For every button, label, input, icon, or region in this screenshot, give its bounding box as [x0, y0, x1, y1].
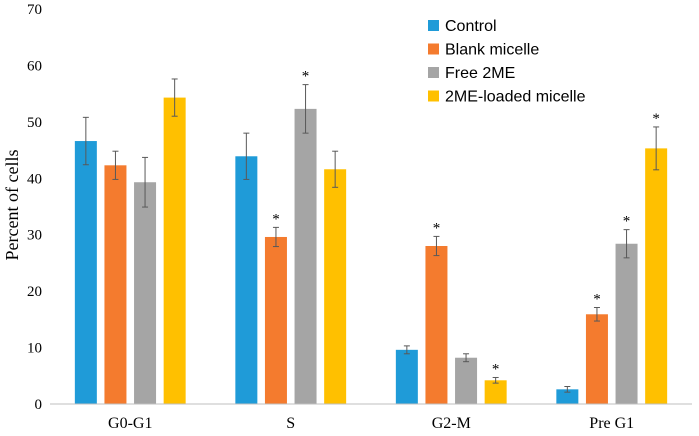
bar-blank-micelle-g2-m	[425, 246, 448, 404]
significance-star: *	[623, 214, 631, 230]
y-tick-label: 40	[27, 171, 42, 187]
bar-control-s	[235, 156, 258, 404]
legend-label: Free 2ME	[445, 65, 515, 82]
bar-control-g2-m	[395, 349, 418, 404]
bar-blank-micelle-s	[264, 236, 287, 404]
x-tick-label: G0-G1	[108, 415, 152, 432]
x-tick-label: Pre G1	[589, 415, 634, 432]
bar-free-2me-s	[294, 108, 317, 404]
error-bars	[82, 78, 660, 393]
bar-control-g0-g1	[74, 141, 97, 405]
legend: Control Blank micelle Free 2ME 2ME-loaded m…	[428, 18, 586, 106]
significance-star: *	[272, 211, 280, 227]
y-tick-label: 10	[27, 341, 42, 357]
bar-free-2me-pre-g1	[615, 243, 638, 404]
legend-swatch	[428, 20, 439, 31]
legend-swatch	[428, 90, 439, 102]
x-tick-label: S	[286, 415, 295, 432]
legend-swatch	[428, 43, 439, 55]
y-tick-label: 70	[27, 2, 42, 18]
y-axis-ticks: 0 10 20 30 40 50 60 70	[27, 2, 42, 413]
x-axis-category-labels: G0-G1 S G2-M Pre G1	[108, 415, 634, 432]
y-axis-title: Percent of cells	[2, 150, 22, 261]
significance-star: *	[593, 292, 601, 308]
bars	[74, 97, 668, 405]
legend-label: 2ME-loaded micelle	[445, 89, 586, 106]
bar-free-2me-g0-g1	[134, 182, 157, 404]
y-tick-label: 20	[27, 284, 42, 300]
bar-control-pre-g1	[556, 389, 579, 404]
y-tick-label: 60	[27, 58, 42, 74]
bar-2me-loaded-micelle-pre-g1	[645, 148, 668, 404]
y-tick-label: 30	[27, 228, 42, 244]
significance-markers: * * * * * * *	[272, 69, 660, 378]
y-tick-label: 50	[27, 115, 42, 131]
legend-swatch	[428, 67, 439, 78]
bar-blank-micelle-pre-g1	[585, 314, 608, 404]
significance-star: *	[652, 111, 660, 127]
legend-label: Control	[445, 18, 497, 35]
x-tick-label: G2-M	[432, 415, 471, 432]
significance-star: *	[433, 220, 441, 236]
bar-blank-micelle-g0-g1	[104, 165, 127, 404]
y-tick-label: 0	[35, 397, 43, 413]
bar-2me-loaded-micelle-g2-m	[484, 380, 507, 404]
significance-star: *	[302, 69, 310, 85]
legend-label: Blank micelle	[445, 42, 539, 59]
bar-2me-loaded-micelle-g0-g1	[163, 97, 186, 404]
bar-2me-loaded-micelle-s	[324, 169, 347, 404]
significance-star: *	[492, 361, 500, 377]
bar-free-2me-g2-m	[455, 357, 478, 404]
